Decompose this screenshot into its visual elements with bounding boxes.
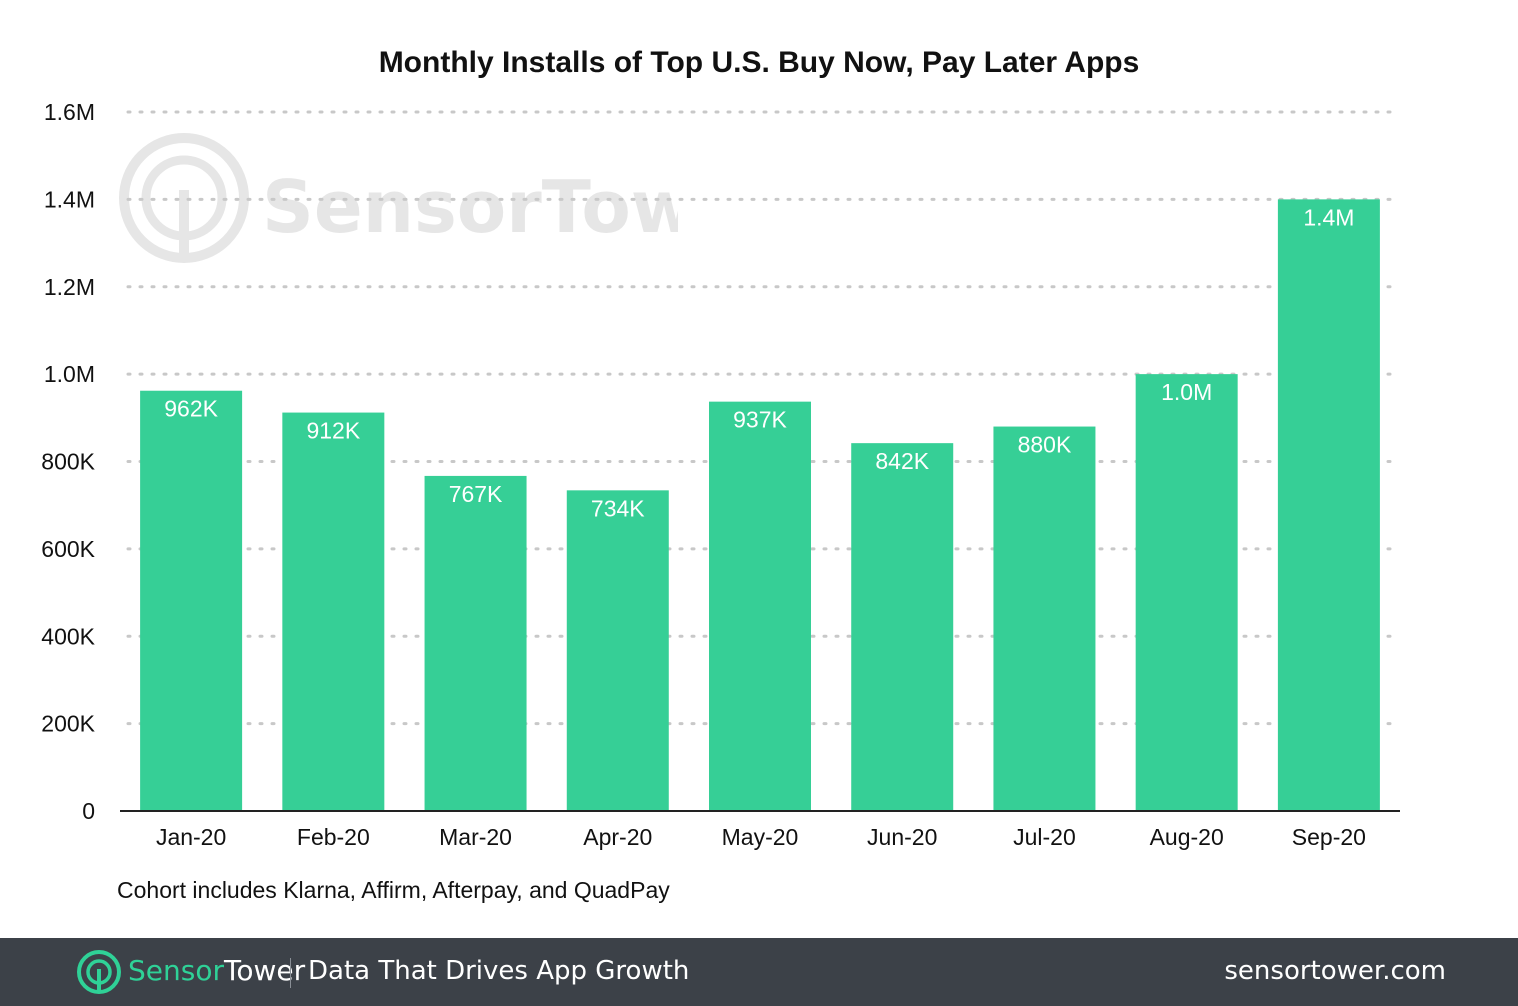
footer-divider (290, 958, 291, 988)
footer-brand: SensorTower (128, 954, 305, 987)
data-label: 912K (306, 418, 360, 444)
bar[interactable] (282, 412, 385, 811)
axes: 0 200K 400K 600K 800K 1.0M 1.2M 1.4M 1.6M Jan-20 F… (41, 99, 1400, 850)
watermark-logo-icon (119, 133, 249, 263)
x-tick-label: Mar-20 (439, 824, 512, 850)
bar[interactable] (1277, 199, 1380, 811)
x-tick-label: Feb-20 (297, 824, 370, 850)
footer-url[interactable]: sensortower.com (1224, 956, 1446, 986)
y-tick-label: 800K (41, 449, 95, 475)
bar[interactable] (566, 490, 669, 811)
bar[interactable] (140, 390, 243, 811)
chart-plot: 962K 912K 767K 734K 937K 842K 880K 1.0M 1.4M 0 20… (41, 99, 1400, 850)
bar[interactable] (993, 426, 1096, 811)
bar[interactable] (424, 475, 527, 811)
bar[interactable] (709, 401, 811, 811)
x-tick-label: Jan-20 (156, 824, 226, 850)
x-tick-label: May-20 (722, 824, 799, 850)
y-tick-label: 600K (41, 536, 95, 562)
bar[interactable] (1135, 374, 1238, 811)
data-label: 937K (733, 407, 787, 433)
y-tick-label: 200K (41, 711, 95, 737)
chart-title: Monthly Installs of Top U.S. Buy Now, Pa… (378, 46, 1140, 79)
bar[interactable] (851, 443, 954, 811)
data-label: 962K (164, 396, 218, 422)
footer-brand-sensor: Sensor (128, 954, 224, 987)
footer-bar: SensorTower Data That Drives App Growth … (0, 938, 1518, 1006)
y-tick-label: 1.4M (44, 186, 95, 212)
bars: 962K 912K 767K 734K 937K 842K 880K 1.0M 1.4M (140, 199, 1380, 811)
footer-brand-tower: Tower (223, 954, 306, 987)
data-label: 1.4M (1303, 204, 1354, 230)
x-tick-label: Jul-20 (1013, 824, 1076, 850)
x-tick-label: Apr-20 (583, 824, 652, 850)
data-label: 842K (875, 448, 929, 474)
footer-tagline: Data That Drives App Growth (308, 956, 690, 986)
y-tick-label: 1.6M (44, 99, 95, 125)
y-tick-label: 1.2M (44, 274, 95, 300)
y-tick-label: 400K (41, 623, 95, 649)
y-tick-label: 0 (82, 798, 95, 824)
watermark-text: SensorTower (262, 165, 678, 249)
x-tick-label: Jun-20 (867, 824, 937, 850)
watermark: SensorTower (119, 133, 678, 263)
data-label: 734K (591, 495, 645, 521)
data-label: 767K (449, 481, 503, 507)
data-label: 880K (1018, 432, 1072, 458)
data-label: 1.0M (1161, 379, 1212, 405)
x-tick-label: Aug-20 (1150, 824, 1224, 850)
x-tick-label: Sep-20 (1292, 824, 1366, 850)
y-tick-label: 1.0M (44, 361, 95, 387)
chart-note: Cohort includes Klarna, Affirm, Afterpay… (117, 877, 670, 903)
sensortower-logo-icon (77, 950, 121, 994)
